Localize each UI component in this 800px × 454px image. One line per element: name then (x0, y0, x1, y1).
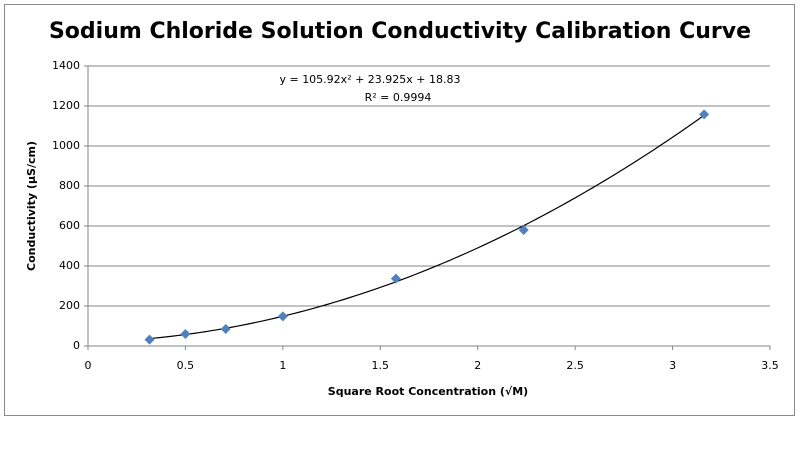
point (518, 225, 529, 235)
y-tick-label: 0 (73, 339, 80, 352)
point (220, 324, 231, 334)
x-tick-label: 1 (279, 359, 286, 372)
trend-r-squared: R² = 0.9994 (365, 91, 432, 104)
y-tick-label: 600 (59, 219, 80, 232)
trendline (149, 114, 705, 340)
y-tick-label: 1400 (52, 59, 80, 72)
x-tick-label: 3.5 (761, 359, 779, 372)
point (390, 273, 401, 284)
x-tick-label: 1.5 (372, 359, 390, 372)
x-tick-label: 2.5 (566, 359, 584, 372)
x-axis-title: Square Root Concentration (√M) (328, 385, 528, 398)
point (699, 109, 710, 120)
y-tick-label: 800 (59, 179, 80, 192)
y-tick-label: 200 (59, 299, 80, 312)
y-tick-label: 1000 (52, 139, 80, 152)
chart-border (4, 4, 795, 416)
point (144, 334, 155, 345)
y-tick-label: 1200 (52, 99, 80, 112)
x-tick-label: 2 (474, 359, 481, 372)
y-axis-title: Conductivity (µS/cm) (25, 141, 38, 271)
y-tick-label: 400 (59, 259, 80, 272)
x-tick-label: 0.5 (177, 359, 195, 372)
x-tick-label: 3 (669, 359, 676, 372)
chart-title: Sodium Chloride Solution Conductivity Ca… (49, 19, 751, 44)
trend-equation: y = 105.92x² + 23.925x + 18.83 (279, 73, 460, 86)
x-tick-label: 0 (85, 359, 92, 372)
point (180, 329, 191, 339)
point (277, 311, 288, 322)
